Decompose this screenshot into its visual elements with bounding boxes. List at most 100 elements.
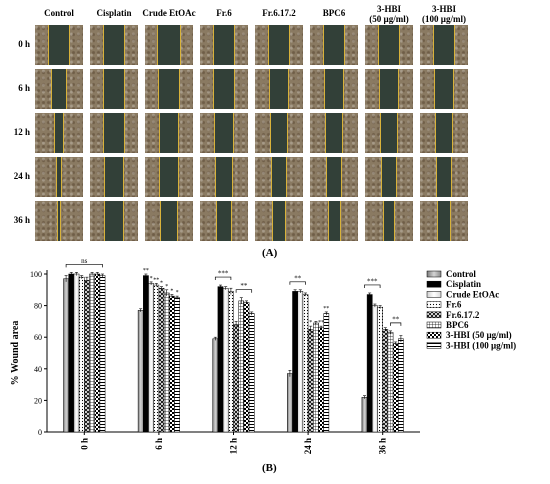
significance-star: *	[160, 281, 163, 287]
wound-gap	[381, 157, 397, 197]
significance-star: *	[309, 320, 312, 326]
wound-edge-line	[394, 201, 396, 241]
bar	[94, 273, 101, 433]
bar	[68, 273, 75, 433]
significance-label: ns	[81, 257, 88, 265]
bar	[372, 305, 378, 433]
wound-edge-line	[454, 25, 456, 65]
legend-label: Fr.6.17.2	[446, 310, 480, 320]
bar	[212, 338, 219, 433]
wound-image	[420, 113, 468, 153]
wound-image	[255, 157, 303, 197]
wound-edge-line	[160, 201, 162, 241]
bar	[228, 291, 234, 433]
legend-label: 3-HBI (50 µg/ml)	[446, 330, 512, 340]
y-tick-label: 80	[34, 302, 42, 311]
legend-swatch	[426, 291, 442, 298]
x-tick-label: 24 h	[303, 438, 313, 454]
wound-edge-line	[159, 113, 161, 153]
column-header: Cisplatin	[96, 8, 132, 18]
bar	[222, 287, 229, 433]
wound-edge-line	[284, 201, 286, 241]
wound-edge-line	[288, 69, 290, 109]
significance-bracket	[214, 276, 232, 281]
wound-edge-line	[215, 201, 217, 241]
wound-image	[310, 113, 358, 153]
bar	[248, 313, 255, 433]
wound-gap	[268, 25, 290, 65]
bar	[169, 295, 175, 433]
wound-edge-line	[268, 69, 270, 109]
bar	[323, 313, 330, 433]
row-label: 12 h	[13, 127, 30, 137]
wound-edge-line	[156, 25, 158, 65]
wound-image	[255, 25, 303, 65]
wound-edge-line	[233, 113, 235, 153]
wound-image	[255, 201, 303, 241]
row-label: 24 h	[13, 171, 30, 181]
column-header: Control	[44, 8, 74, 18]
wound-image	[145, 157, 193, 197]
wound-image	[145, 69, 193, 109]
bar	[307, 329, 314, 433]
x-tick-label: 0 h	[79, 438, 89, 450]
bar	[78, 276, 85, 433]
significance-label: **	[294, 274, 302, 282]
wound-image	[35, 25, 83, 65]
wound-image	[200, 69, 248, 109]
significance-star: *	[176, 290, 179, 296]
y-axis-label: % Wound area	[10, 321, 21, 386]
wound-gap	[159, 157, 179, 197]
wound-gap	[104, 201, 124, 241]
legend-swatch	[426, 331, 442, 339]
wound-edge-line	[380, 113, 382, 153]
row-label: 6 h	[18, 83, 30, 93]
bar	[398, 338, 404, 433]
wound-edge-line	[382, 201, 384, 241]
wound-image	[365, 113, 413, 153]
bar	[153, 284, 160, 433]
wound-edge-line	[60, 157, 62, 197]
wound-image	[310, 25, 358, 65]
wound-gap	[323, 25, 345, 65]
wound-gap	[157, 25, 181, 65]
bar	[143, 275, 149, 433]
wound-image	[90, 157, 138, 197]
wound-edge-line	[158, 69, 160, 109]
wound-edge-line	[324, 113, 326, 153]
wound-gap	[434, 69, 454, 109]
wound-edge-line	[233, 69, 235, 109]
wound-gap	[104, 157, 124, 197]
wound-gap	[326, 157, 342, 197]
wound-gap	[158, 69, 180, 109]
wound-edge-line	[398, 25, 400, 65]
wound-gap	[215, 157, 233, 197]
wound-edge-line	[344, 25, 346, 65]
bar	[292, 291, 298, 433]
wound-edge-line	[123, 157, 125, 197]
significance-star: *	[165, 284, 168, 290]
y-tick-label: 20	[34, 396, 42, 405]
bar	[99, 275, 106, 433]
wound-edge-line	[159, 157, 161, 197]
wound-edge-line	[396, 113, 398, 153]
wound-image	[35, 113, 83, 153]
wound-gap	[436, 157, 452, 197]
column-header: Crude EtOAc	[142, 8, 196, 18]
wound-edge-line	[339, 201, 341, 241]
wound-image	[310, 201, 358, 241]
wound-edge-line	[343, 69, 345, 109]
wound-edge-line	[57, 201, 59, 241]
significance-star: *	[150, 276, 153, 282]
wound-gap	[103, 113, 125, 153]
significance-bracket	[235, 289, 253, 293]
bar	[148, 283, 154, 433]
wound-edge-line	[435, 113, 437, 153]
significance-bracket	[364, 284, 381, 288]
significance-star: *	[170, 289, 173, 295]
wound-image	[35, 157, 83, 197]
row-label: 0 h	[18, 39, 30, 49]
wound-image	[90, 69, 138, 109]
wound-gap	[160, 201, 178, 241]
wound-edge-line	[59, 201, 61, 241]
